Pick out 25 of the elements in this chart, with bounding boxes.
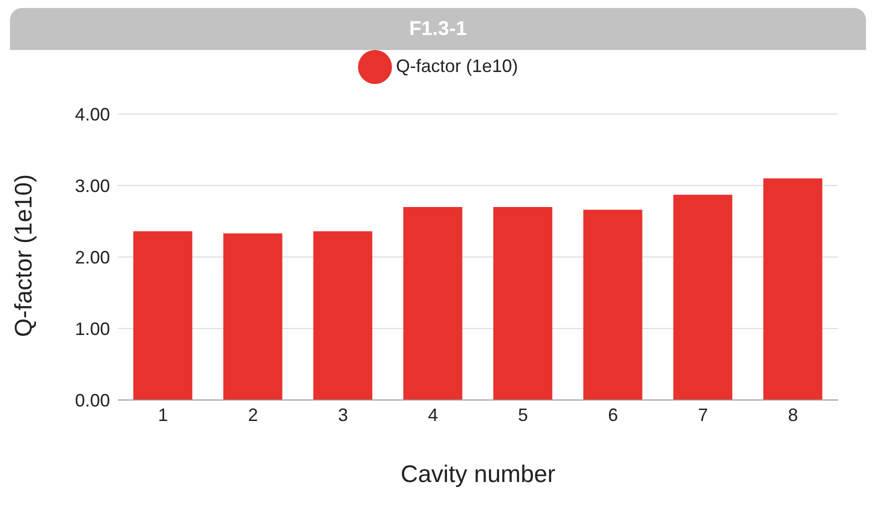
x-tick-label: 2: [248, 404, 258, 425]
bar: [583, 210, 642, 400]
y-tick-label: 3.00: [74, 176, 110, 196]
legend-label: Q-factor (1e10): [396, 56, 518, 76]
x-tick-label: 4: [428, 404, 438, 425]
x-tick-label: 1: [158, 404, 168, 425]
bar: [493, 206, 552, 400]
bar: [133, 231, 192, 400]
bar: [763, 178, 822, 400]
x-tick-label: 8: [788, 404, 798, 425]
bar: [313, 231, 372, 400]
y-axis-title: Q-factor (1e10): [10, 174, 38, 337]
x-tick-label: 3: [338, 404, 348, 425]
x-axis-title: Cavity number: [400, 461, 556, 488]
chart-title: F1.3-1: [10, 8, 866, 50]
y-tick-label: 1.00: [74, 318, 110, 339]
x-tick-label: 5: [518, 404, 528, 425]
y-tick-label: 4.00: [74, 104, 110, 124]
y-tick-label: 0.00: [74, 390, 110, 410]
bar: [223, 233, 282, 400]
x-tick-label: 6: [608, 404, 618, 425]
y-tick-label: 2.00: [74, 247, 110, 268]
bar: [403, 206, 462, 400]
bar: [673, 194, 732, 400]
x-tick-label: 7: [698, 404, 708, 425]
